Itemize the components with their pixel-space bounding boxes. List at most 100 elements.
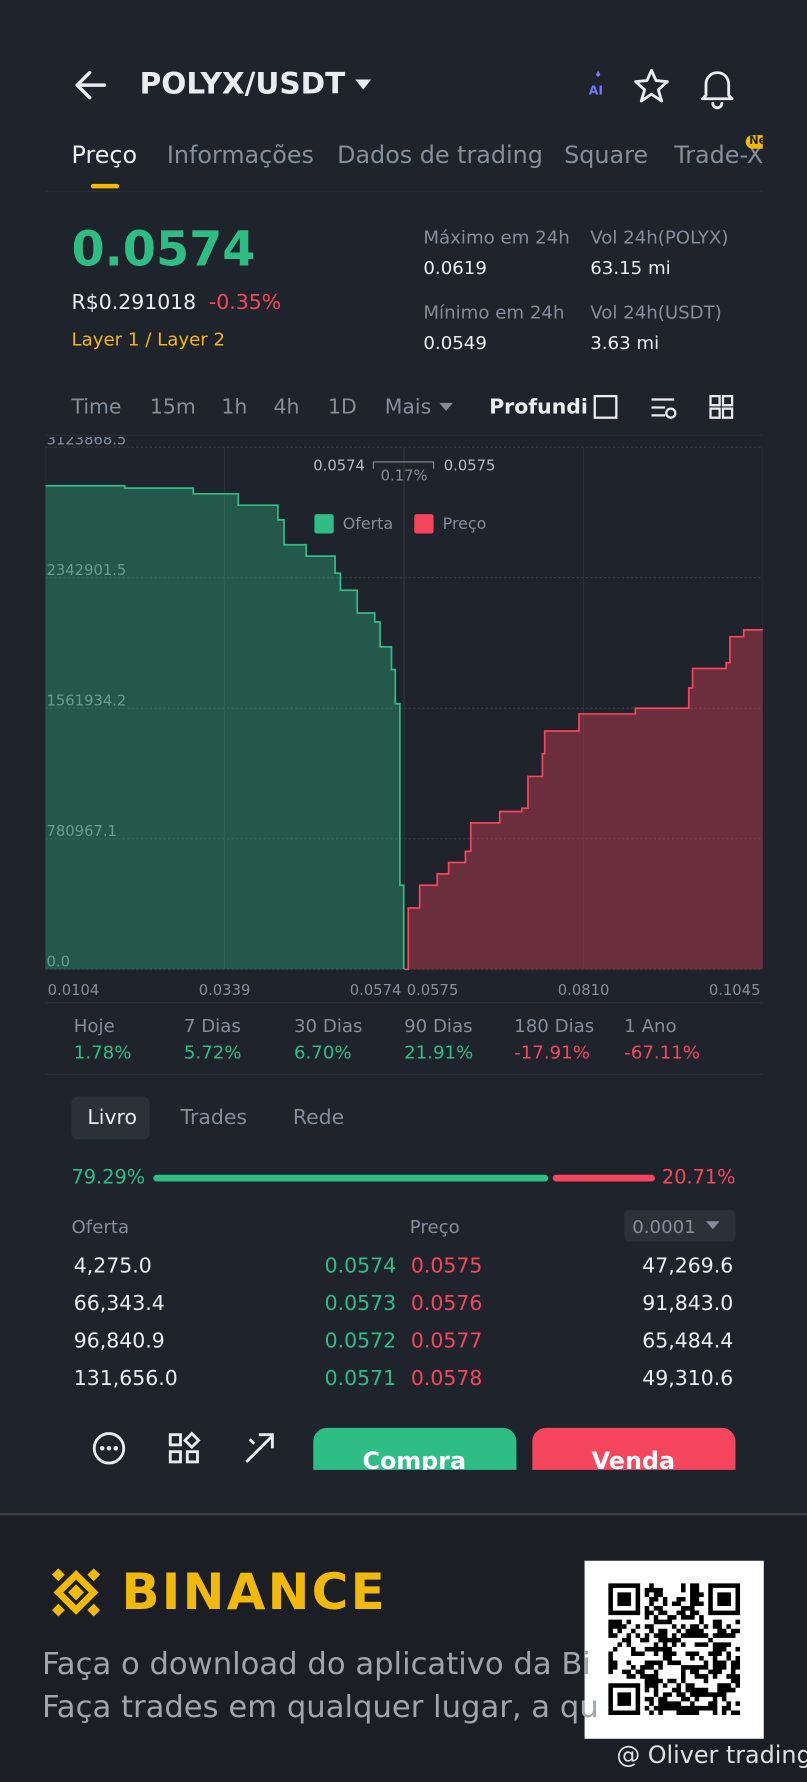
x-tick-label: 0.0810 [558,982,610,999]
interval[interactable]: 1h [221,395,248,420]
spread-bid: 0.0574 [313,457,365,474]
legend-swatch [414,514,434,534]
bid-qty: 96,840.9 [73,1329,165,1354]
brand-logo [51,1568,101,1617]
tools-icon[interactable] [245,1433,274,1463]
period-change: 21.91% [404,1041,474,1063]
nav-tab[interactable]: Dados de trading [337,141,543,169]
stat-value: 63.15 mi [590,256,671,279]
divider [45,434,763,436]
settings-icon[interactable] [651,398,675,417]
pair-dropdown[interactable] [355,79,372,90]
interval[interactable]: 1D [328,395,357,420]
interval[interactable]: 15m [149,395,196,420]
interval-active[interactable]: Profundidade [489,395,587,420]
period-label: 30 Dias [293,1015,363,1037]
stat-label: Mínimo em 24h [423,301,565,323]
step-selector-bg[interactable] [624,1209,736,1242]
price-change: -0.35% [208,290,282,315]
ask-qty: 49,310.6 [642,1366,734,1391]
buy-button[interactable]: Compra [313,1427,517,1470]
depth-area [404,628,763,970]
x-tick-label: 0.0575 [407,982,459,999]
sector-tag[interactable]: Layer 1 / Layer 2 [71,328,226,351]
back-icon[interactable] [75,70,107,100]
stat-value: 0.0619 [423,256,487,279]
period-label: 180 Dias [514,1015,595,1037]
chat-icon[interactable] [92,1432,126,1465]
bid-qty: 4,275.0 [73,1254,152,1279]
stat-label: Máximo em 24h [423,226,570,248]
pair-title[interactable]: POLYX/USDT [139,67,346,102]
y-tick-label: 1561934.2 [47,692,127,709]
book-header: Oferta [71,1216,130,1238]
book-tab[interactable]: Trades [180,1105,248,1130]
buy-button-label[interactable]: Compra [362,1447,467,1470]
action-bar: Compra Venda [0,1419,807,1470]
legend-label: Preço [443,514,487,533]
ask-price: 0.0577 [410,1329,483,1354]
favorite-icon[interactable] [634,68,669,103]
alert-icon[interactable] [701,71,734,110]
x-tick-label: 0.0104 [48,982,100,999]
footer-banner: BINANCE Faça o download do aplicativo da … [0,1512,807,1782]
layout-icon[interactable] [709,394,721,407]
x-tick-label: 0.0574 [350,982,402,999]
interval[interactable]: Mais [384,395,432,420]
period-change: 6.70% [293,1041,352,1063]
period-label: Hoje [73,1015,115,1037]
period-label: 90 Dias [404,1015,473,1037]
bid-price: 0.0572 [324,1329,397,1354]
interval[interactable]: 4h [273,395,300,420]
tab-strip: Preço Informações Dados de trading Square Tr… [0,114,763,182]
y-tick-label: 780967.1 [47,823,117,840]
depth-line [45,484,405,970]
spread-bracket [372,461,435,469]
nav-tab[interactable]: Preço [71,141,138,169]
period-label: 1 Ano [624,1015,677,1037]
buy-ratio: 79.29% [71,1166,146,1190]
divider [45,1073,763,1075]
buy-ratio-bar [153,1174,549,1182]
book-tab[interactable]: Livro [87,1105,138,1130]
divider [45,190,763,192]
apps-icon[interactable] [168,1433,182,1447]
qr-code [584,1560,764,1739]
y-tick-label: 3123868.5 [47,437,127,448]
sell-button[interactable]: Venda [532,1427,736,1470]
bid-qty: 66,343.4 [73,1291,165,1316]
sell-button-label[interactable]: Venda [591,1447,676,1470]
bid-price: 0.0574 [324,1254,397,1279]
bid-qty: 131,656.0 [73,1366,178,1391]
nav-tab[interactable]: Informações [166,141,314,169]
y-tick-label: 0.0 [47,953,70,970]
sell-ratio-bar [553,1174,655,1182]
period-change: -17.91% [514,1041,590,1063]
x-tick-label: 0.0339 [199,982,251,999]
ai-spark [595,70,601,78]
depth-area [45,485,404,970]
interval-strip: Time 15m 1h 4h 1D Mais Profundidade [0,380,587,437]
y-tick-label: 2342901.5 [47,562,127,579]
interval[interactable]: Time [71,395,122,420]
depth-icon[interactable] [593,394,618,419]
new-badge: New [745,135,763,149]
more-dropdown[interactable] [439,402,453,411]
step-dropdown[interactable] [705,1221,720,1230]
legend-label: Oferta [343,514,393,533]
ask-qty: 91,843.0 [642,1291,734,1316]
step-value[interactable]: 0.0001 [632,1216,696,1238]
ask-price: 0.0575 [410,1254,483,1279]
book-header: Preço [409,1216,460,1238]
book-tab[interactable]: Rede [292,1105,345,1130]
period-change: 5.72% [183,1041,242,1063]
promo-line: Faça o download do aplicativo da Bi [41,1646,591,1682]
ai-badge[interactable]: AI [588,83,604,99]
divider [45,1002,763,1004]
ask-qty: 47,269.6 [642,1254,734,1279]
nav-tab[interactable]: Square [564,141,649,169]
depth-chart: 0.0 780967.1 1561934.2 2342901.5 3123868.5 0.… [45,437,763,999]
legend-swatch [314,514,334,534]
